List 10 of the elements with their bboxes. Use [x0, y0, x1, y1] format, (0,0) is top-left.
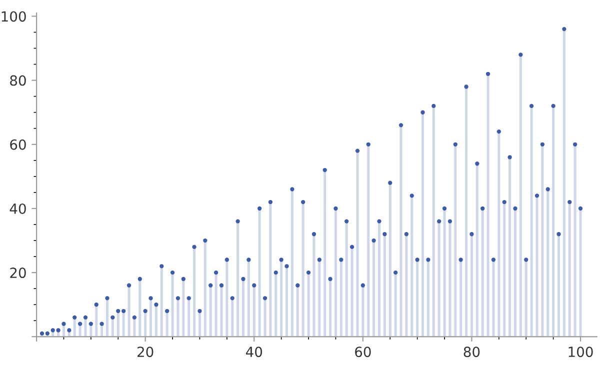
x-tick-label: 100 — [568, 346, 593, 358]
x-tick-label: 60 — [355, 346, 371, 358]
x-tick-label: 40 — [246, 346, 262, 358]
y-tick-label: 20 — [10, 268, 26, 278]
y-tick-label: 60 — [10, 139, 26, 150]
x-tick-label: 80 — [464, 346, 480, 358]
x-tick-label: 20 — [138, 346, 154, 358]
y-tick-label: 100 — [2, 11, 26, 22]
y-tick-label: 80 — [10, 75, 26, 86]
y-tick-label: 40 — [10, 203, 26, 214]
